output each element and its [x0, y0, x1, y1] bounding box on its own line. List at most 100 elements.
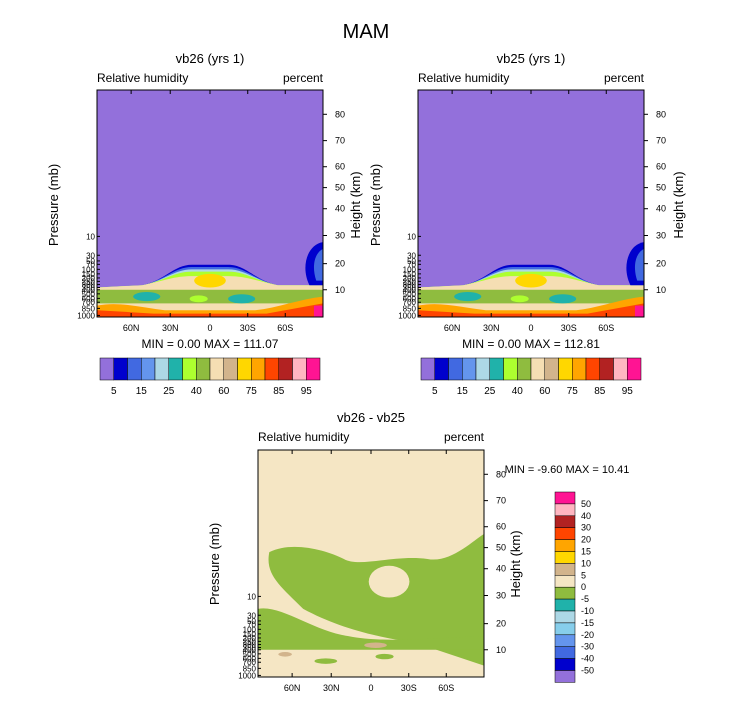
colorbar-label: 5: [581, 570, 586, 580]
colorbar-swatch: [613, 357, 628, 381]
x-tick-label: 60S: [438, 683, 454, 693]
y-tick-label: 400: [82, 286, 96, 295]
y-tick-label: 850: [403, 304, 417, 313]
colorbar-swatch: [196, 357, 211, 381]
colorbar-label: 75: [567, 386, 579, 397]
colorbar-1: 5 15 25 40 60 75 85 95: [420, 357, 642, 397]
colorbar-swatch: [264, 357, 279, 381]
colorbar-swatch: [554, 634, 576, 647]
y-tick-label: 500: [82, 290, 96, 299]
x-tick-label: 60S: [598, 323, 614, 333]
colorbar-swatch: [554, 575, 576, 588]
colorbar-swatch: [554, 658, 576, 671]
colorbar-swatch: [599, 357, 614, 381]
colorbar-swatch: [420, 357, 435, 381]
colorbar-label: 95: [301, 386, 313, 397]
colorbar-label: 5: [432, 386, 438, 397]
x-tick-label: 30N: [323, 683, 340, 693]
contour-band-85: [97, 303, 323, 317]
colorbar-swatch: [306, 357, 321, 381]
y2-tick-label: 80: [656, 109, 666, 119]
colorbar-swatch: [554, 646, 576, 659]
colorbar-swatch: [554, 515, 576, 528]
colorbar-label: -5: [581, 594, 589, 604]
y2-tick-label: 20: [656, 259, 666, 269]
y2-tick-label: 80: [496, 469, 506, 479]
chart-marks: 60N 30N 0 30S 60S103050701001502002503003504…: [77, 89, 666, 693]
y2-tick-label: 50: [656, 183, 666, 193]
contour-ellipse-yellow: [194, 273, 226, 288]
colorbar-swatch: [434, 357, 449, 381]
y-tick-label: 70: [407, 260, 416, 269]
x-tick-label: 60N: [284, 683, 301, 693]
y-tick-label: 70: [247, 620, 256, 629]
left-header: Relative humidity: [97, 71, 188, 85]
colorbar-swatch: [237, 357, 252, 381]
y2-tick-label: 50: [496, 543, 506, 553]
y-axis-label: Pressure (mb): [46, 164, 61, 246]
y2-tick-label: 20: [335, 259, 345, 269]
y2-tick-label: 30: [656, 231, 666, 241]
colorbar-label: 60: [539, 386, 551, 397]
y-tick-label: 10: [86, 232, 95, 241]
colorbar-swatch: [475, 357, 490, 381]
contour-polar-inner: [634, 248, 644, 281]
contour-band-green: [418, 289, 644, 304]
colorbar-swatch: [554, 670, 576, 683]
contour-band-85: [418, 303, 644, 317]
contour-ellipse-teal-left: [454, 292, 482, 302]
colorbar-0: 5 15 25 40 60 75 85 95: [99, 357, 321, 397]
diff-spot-positive: [364, 642, 387, 648]
y-tick-label: 600: [243, 654, 257, 663]
y-tick-label: 150: [403, 270, 417, 279]
diff-region-lower: [258, 608, 484, 650]
y-tick-label: 400: [403, 286, 417, 295]
y2-tick-label: 40: [335, 204, 345, 214]
y-tick-label: 300: [243, 641, 257, 650]
colorbar-swatch: [141, 357, 156, 381]
colorbar-swatch: [168, 357, 183, 381]
colorbar-label: 60: [218, 386, 230, 397]
y-tick-label: 10: [247, 592, 256, 601]
x-tick-label: 30N: [483, 323, 500, 333]
colorbar-label: 5: [111, 386, 117, 397]
y2-tick-label: 80: [335, 109, 345, 119]
y-tick-label: 30: [407, 251, 416, 260]
y-tick-label: 850: [243, 664, 257, 673]
x-tick-label: 60S: [277, 323, 293, 333]
colorbar-swatch: [489, 357, 504, 381]
y-tick-label: 350: [82, 283, 96, 292]
y-axis-label: Pressure (mb): [368, 164, 383, 246]
y2-axis-label: Height (km): [671, 171, 686, 238]
right-header: percent: [283, 71, 324, 85]
colorbar-label: 10: [581, 558, 591, 568]
colorbar-swatch: [154, 357, 169, 381]
right-header: percent: [604, 71, 645, 85]
y-tick-label: 1000: [238, 671, 256, 680]
left-header: Relative humidity: [258, 430, 349, 444]
panel-title: vb26 (yrs 1): [176, 51, 245, 66]
diff-region-negative: [268, 533, 484, 666]
y2-axis-label: Height (km): [508, 530, 523, 597]
colorbar-label: 15: [581, 547, 591, 557]
x-tick-label: 30S: [561, 323, 577, 333]
colorbar-label: 25: [484, 386, 496, 397]
colorbar-swatch: [251, 357, 266, 381]
panel-difference: vb26 - vb25 Relative humidity percent Pr…: [207, 410, 629, 605]
colorbar-swatch: [554, 586, 576, 600]
stats-text: MIN = 0.00 MAX = 112.81: [462, 337, 600, 351]
plot-area-2: 60N 30N 0 30S 60S103050701001502002503003504…: [238, 449, 506, 693]
colorbar-swatch: [554, 503, 576, 517]
colorbar-label: 15: [136, 386, 148, 397]
y-tick-label: 30: [86, 251, 95, 260]
y-tick-label: 70: [86, 260, 95, 269]
x-tick-label: 60N: [444, 323, 461, 333]
main-title: MAM: [343, 21, 390, 43]
colorbar-swatch: [209, 357, 224, 381]
x-tick-label: 0: [207, 323, 212, 333]
y-tick-label: 700: [403, 298, 417, 307]
contour-band-75: [418, 296, 644, 317]
colorbar-swatch: [627, 357, 642, 381]
colorbar-swatch: [585, 357, 600, 381]
